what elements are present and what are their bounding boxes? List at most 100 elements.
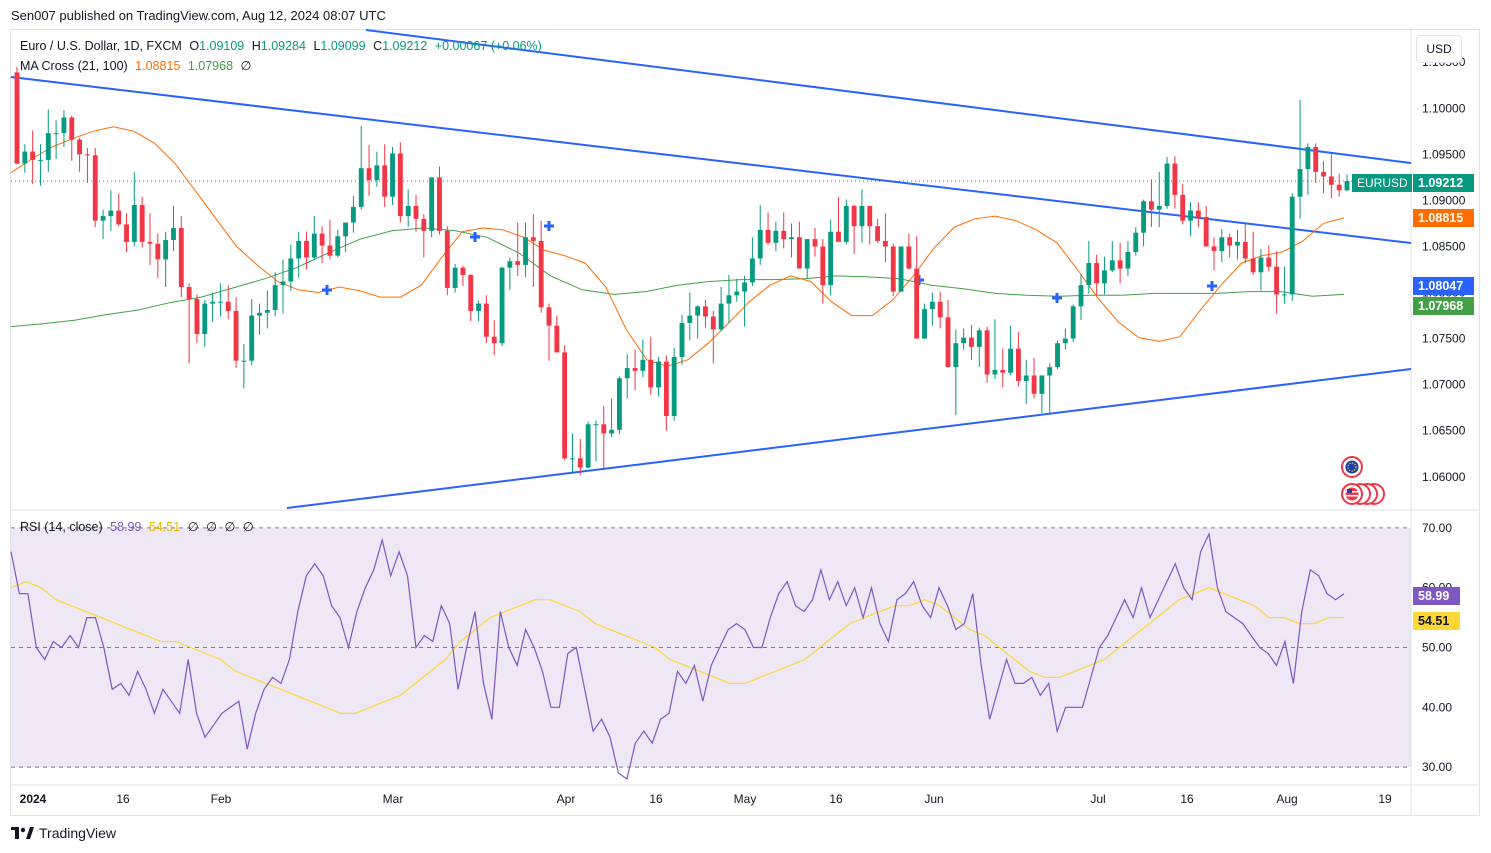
candle-body [92, 155, 98, 221]
rsi-tick-label: 70.00 [1422, 521, 1452, 535]
candle-body [1344, 181, 1350, 191]
ma-label: MA Cross (21, 100) [20, 59, 128, 73]
candle-body [1266, 257, 1272, 267]
candle-body [483, 303, 489, 337]
candle-body [1055, 343, 1060, 368]
time-tick-label: Feb [211, 792, 232, 806]
rsi-label: RSI (14, close) [20, 520, 103, 534]
candle-body [1313, 146, 1319, 172]
candle-body [601, 424, 607, 434]
candle-body [992, 369, 998, 375]
tradingview-logo-icon [11, 827, 34, 839]
candle-body [585, 424, 591, 468]
candle-body [390, 153, 395, 197]
ma-extra-value: ∅ [240, 59, 252, 73]
ma-legend: MA Cross (21, 100) 1.08815 1.07968 ∅ [20, 58, 255, 73]
candle-body [1188, 210, 1193, 221]
candle-body [296, 240, 302, 259]
candle-body [663, 361, 669, 416]
economic-events-icon[interactable] [1333, 455, 1393, 510]
trendline-2 [365, 29, 1412, 164]
candle-body [906, 246, 912, 269]
candle-body [45, 133, 51, 160]
candle-body [734, 291, 740, 296]
candle-body [570, 458, 575, 460]
candle-body [374, 165, 380, 181]
candle-body [609, 429, 615, 434]
candle-body [922, 309, 927, 339]
symbol-tag: EURUSD [1352, 174, 1412, 192]
moving-average-layer [10, 126, 1345, 367]
candle-body [562, 352, 568, 459]
ma-fast-tag: 1.08815 [1413, 209, 1474, 227]
open-value: 1.09109 [199, 39, 245, 53]
candle-body [1125, 251, 1131, 269]
candle-body [22, 151, 28, 164]
candle-body [405, 205, 411, 217]
candle-body [217, 301, 223, 303]
candle-body [648, 359, 654, 388]
candle-body [178, 228, 184, 288]
candle-body [1148, 201, 1154, 210]
trendline-layer [10, 29, 1412, 509]
candle-body [1156, 205, 1162, 210]
time-tick-label: Mar [383, 792, 404, 806]
footer-brand-label: TradingView [39, 825, 117, 841]
candle-body [1109, 260, 1115, 271]
candle-body [335, 236, 341, 256]
candle-body [1015, 348, 1021, 381]
footer-brand[interactable]: TradingView [11, 825, 116, 841]
rsi-ma-line [10, 581, 1344, 714]
price-tick-label: 1.08500 [1422, 239, 1466, 253]
candle-body [77, 139, 83, 155]
price-tick-label: 1.06500 [1422, 424, 1466, 438]
candle-body [327, 245, 333, 256]
candle-body [577, 458, 583, 468]
time-tick-label: Aug [1276, 792, 1297, 806]
last-price-tag: 1.09212 [1413, 174, 1474, 192]
candle-body [14, 72, 20, 164]
high-value: 1.09284 [260, 39, 306, 53]
trendline-3 [286, 368, 1412, 509]
candle-body [272, 285, 278, 311]
ma-cross-marker-icon [544, 221, 554, 231]
candle-body [703, 306, 708, 317]
candle-body [1047, 367, 1053, 376]
ma-slow-line [10, 227, 1345, 328]
symbol-title: Euro / U.S. Dollar, 1D, FXCM [20, 39, 182, 53]
rsi-legend: RSI (14, close) 58.99 54.51 ∅ ∅ ∅ ∅ [20, 519, 258, 534]
rsi-line [10, 531, 1345, 781]
candle-body [202, 303, 208, 334]
grid-layer [11, 30, 1479, 815]
candle-body [249, 315, 255, 361]
price-tick-label: 1.07000 [1422, 378, 1466, 392]
ma-fast-value: 1.08815 [135, 59, 181, 73]
candle-body [836, 231, 841, 242]
ma-slow-tag-b: 1.07968 [1413, 297, 1474, 315]
price-tick-label: 1.09500 [1422, 147, 1466, 161]
candle-body [382, 165, 388, 197]
candle-body [781, 230, 787, 240]
candle-body [358, 168, 364, 207]
candle-body [851, 205, 857, 227]
candle-body [343, 222, 349, 237]
candle-body [749, 258, 755, 283]
candle-body [452, 267, 458, 288]
candle-body [656, 361, 661, 388]
candle-body [1117, 260, 1123, 269]
candle-body [953, 343, 959, 368]
rsi-value: 58.99 [110, 520, 142, 534]
ma-cross-marker-icon [1207, 281, 1217, 291]
rsi-band-layer [11, 527, 1411, 768]
candle-layer [14, 66, 1350, 475]
candle-body [499, 267, 505, 344]
candle-body [1281, 294, 1287, 296]
ma-cross-marker-icon [322, 285, 332, 295]
candle-body [882, 240, 888, 247]
candle-body [413, 205, 419, 219]
candle-body [1297, 169, 1303, 197]
open-label: O [189, 39, 200, 53]
currency-button[interactable]: USD [1416, 35, 1462, 63]
candle-body [1172, 163, 1178, 195]
